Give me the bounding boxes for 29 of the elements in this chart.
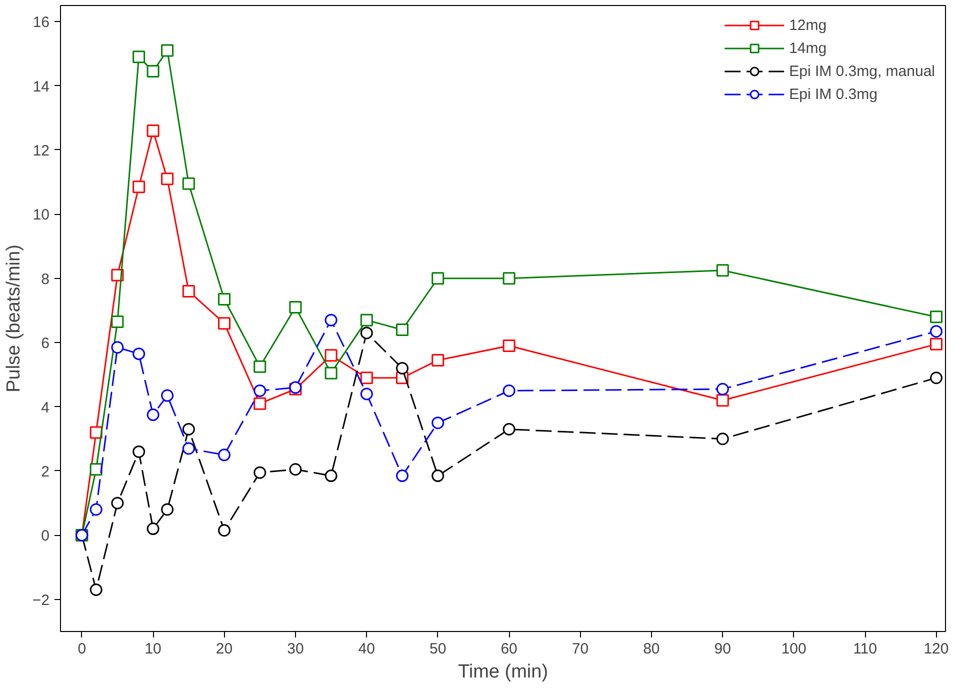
y-tick-label: 2 [41,463,50,480]
x-tick-label: 40 [358,640,375,658]
x-tick-label: 80 [643,640,660,658]
x-tick-label: 60 [500,640,518,658]
y-axis-title: Pulse (beats/min) [3,244,24,392]
x-tick-label: 30 [287,640,304,658]
legend-label: 14mg [789,40,827,56]
y-tick-label: 4 [41,399,50,416]
x-axis-title: Time (min) [458,662,548,682]
y-tick-label: 8 [41,270,50,288]
y-tick-label: 14 [32,78,50,96]
x-tick-label: 0 [78,640,86,658]
legend-label: Epi IM 0.3mg, manual [789,62,935,80]
x-tick-label: 90 [714,640,731,658]
x-tick-label: 110 [853,640,878,658]
y-tick-label: 10 [32,206,50,224]
x-tick-label: 120 [924,640,949,658]
x-tick-label: 70 [572,640,589,658]
legend-label: 12mg [789,16,827,34]
y-tick-label: 16 [32,14,50,32]
x-tick-label: 100 [781,640,806,658]
y-tick-label: −2 [32,592,50,609]
y-tick-label: 0 [41,528,50,545]
y-tick-label: 6 [41,335,50,352]
y-tick-label: 12 [32,142,50,160]
x-tick-label: 50 [430,640,446,658]
legend-label: Epi IM 0.3mg [789,86,878,102]
x-tick-label: 10 [144,640,162,658]
x-tick-label: 20 [216,640,233,658]
